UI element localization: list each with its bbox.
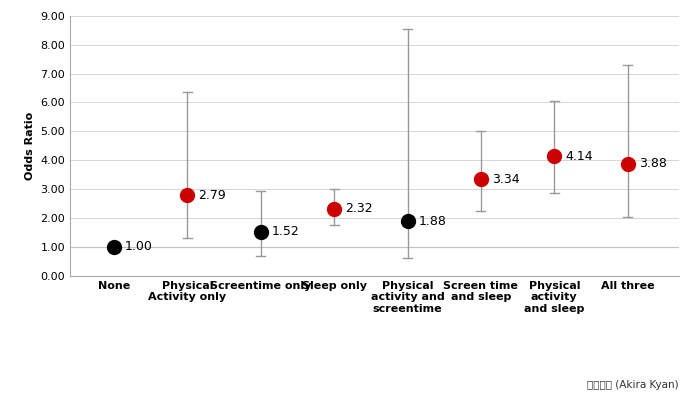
Text: 2.32: 2.32 [345,202,373,215]
Text: 3.34: 3.34 [492,173,519,186]
Text: 1.00: 1.00 [125,240,153,253]
Y-axis label: Odds Ratio: Odds Ratio [25,112,35,180]
Text: 3.88: 3.88 [638,157,666,170]
Text: 2.79: 2.79 [198,189,226,202]
Text: 4.14: 4.14 [566,150,593,163]
Text: 喜屋武享 (Akira Kyan): 喜屋武享 (Akira Kyan) [587,380,679,390]
Text: 1.88: 1.88 [419,215,447,228]
Text: 1.52: 1.52 [272,225,300,238]
